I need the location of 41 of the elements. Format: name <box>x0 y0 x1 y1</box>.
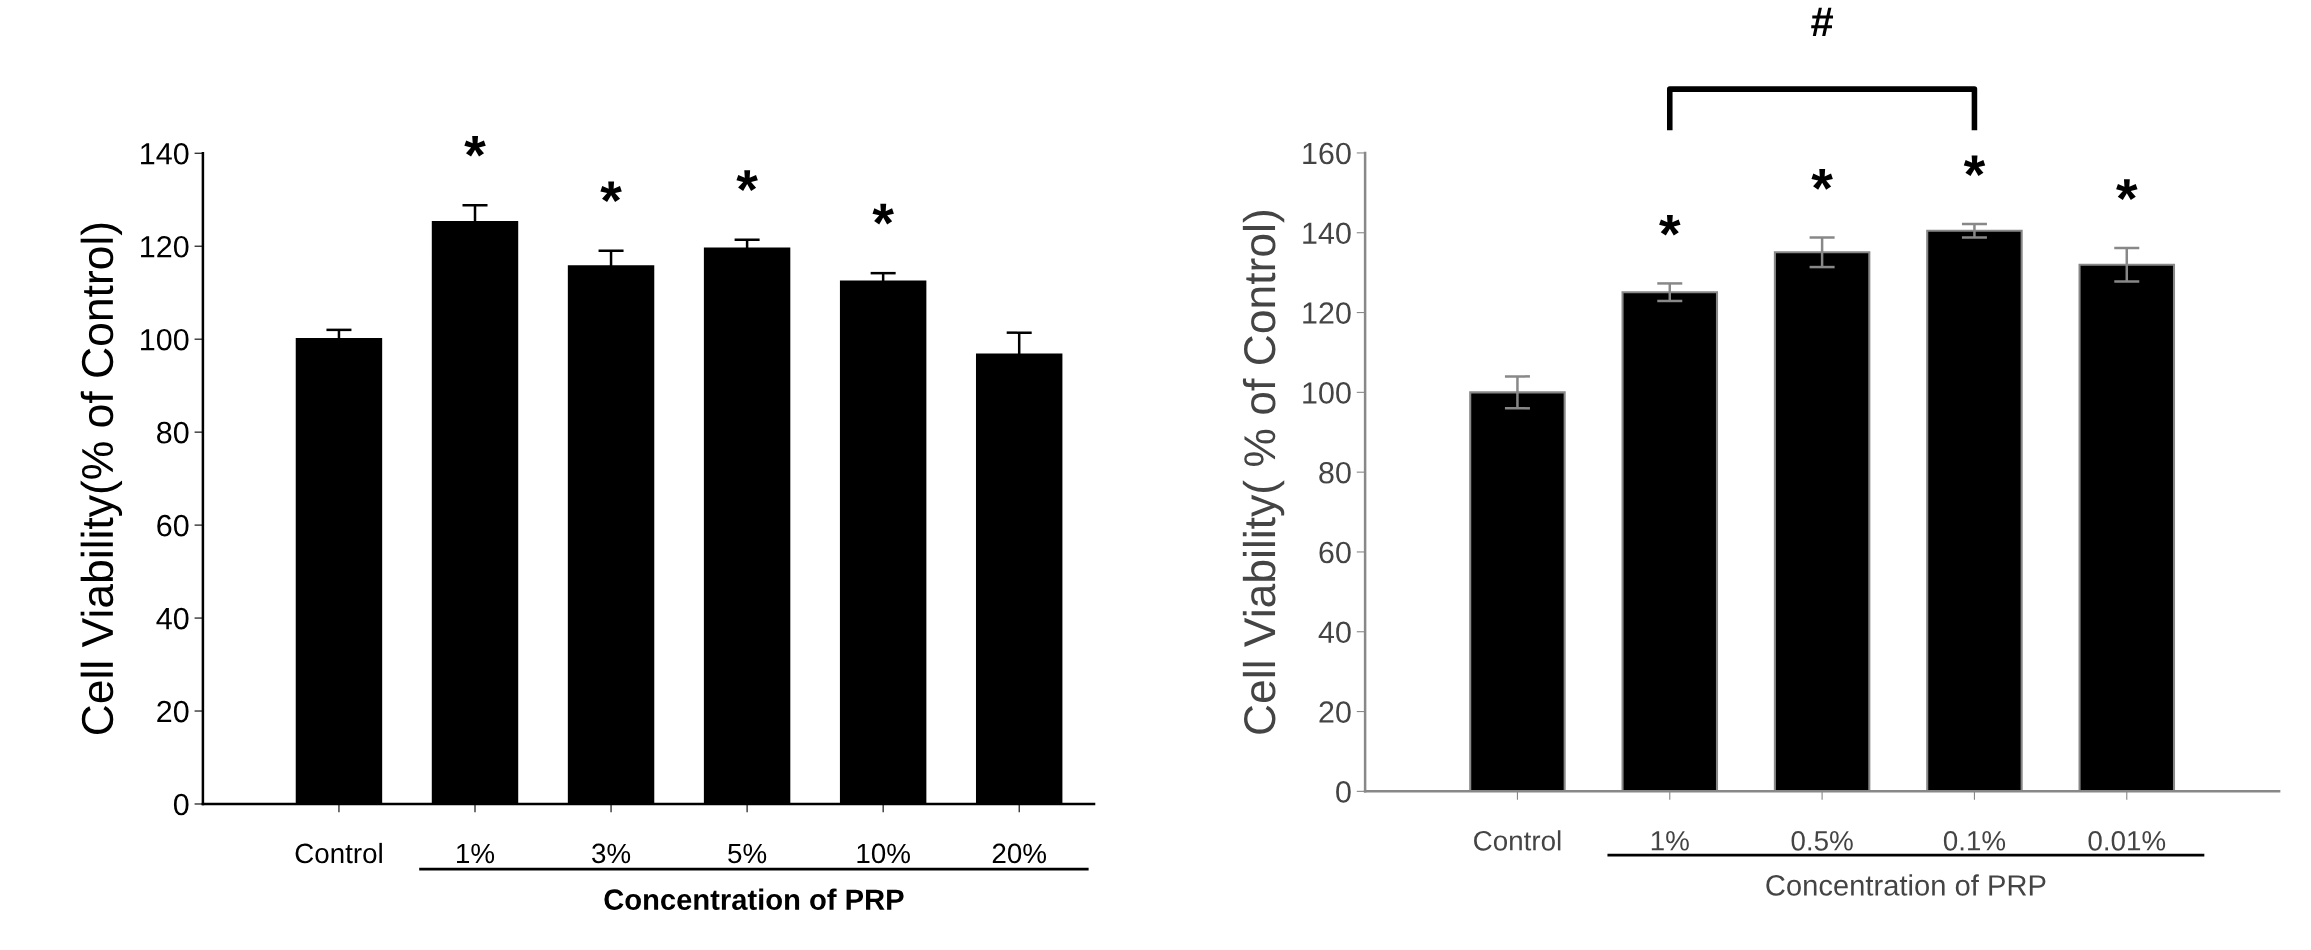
x-tick-label: 0.5% <box>1791 830 1853 851</box>
y-tick-label: 20 <box>157 700 189 723</box>
annotation: * <box>1963 155 1986 177</box>
y-tick-label: 100 <box>1303 382 1351 404</box>
x-axis-title: Concentration of PRP <box>1766 874 2046 896</box>
y-tick-label: 120 <box>141 235 189 258</box>
y-tick-label: 40 <box>156 607 189 630</box>
y-tick-label: 140 <box>1303 222 1351 245</box>
x-tick-label: 20% <box>992 843 1047 864</box>
x-tick-label: 5% <box>728 843 767 864</box>
y-tick-label: 60 <box>1319 541 1351 564</box>
y-tick-label: 0 <box>1336 781 1351 803</box>
y-tick-label: 80 <box>157 421 189 444</box>
x-tick-label: 10% <box>857 843 910 864</box>
y-axis-title: Cell Viability(% of Control) <box>80 223 123 735</box>
x-tick-label: 3% <box>592 843 631 864</box>
y-tick-label: 20 <box>1319 701 1351 723</box>
annotation: * <box>1811 169 1833 190</box>
x-tick-label: 1% <box>1651 831 1689 851</box>
annotation: * <box>464 135 486 157</box>
x-axis-title: Concentration of PRP <box>604 888 904 911</box>
y-tick-label: 160 <box>1303 142 1351 165</box>
text: # <box>1811 7 1834 37</box>
y-tick-label: 0 <box>173 793 189 816</box>
x-tick-label: 1% <box>457 843 495 864</box>
x-tick-label: Control <box>295 842 382 864</box>
y-tick-label: 40 <box>1318 621 1351 644</box>
y-tick-label: 60 <box>157 514 189 537</box>
y-axis-title: Cell Viability( % of Control) <box>1242 211 1285 734</box>
x-tick-label: Control <box>1474 830 1561 851</box>
annotation: * <box>872 203 894 225</box>
annotation: * <box>600 181 622 203</box>
x-tick-label: 0.1% <box>1943 830 2006 851</box>
annotation: * <box>1659 214 1681 236</box>
y-tick-label: 80 <box>1319 461 1351 484</box>
x-tick-label: 0.01% <box>2088 830 2166 851</box>
annotation: * <box>2116 179 2138 201</box>
annotation: * <box>736 170 758 191</box>
y-tick-label: 120 <box>1303 302 1351 324</box>
y-tick-label: 140 <box>141 142 189 165</box>
y-tick-label: 100 <box>141 328 189 351</box>
